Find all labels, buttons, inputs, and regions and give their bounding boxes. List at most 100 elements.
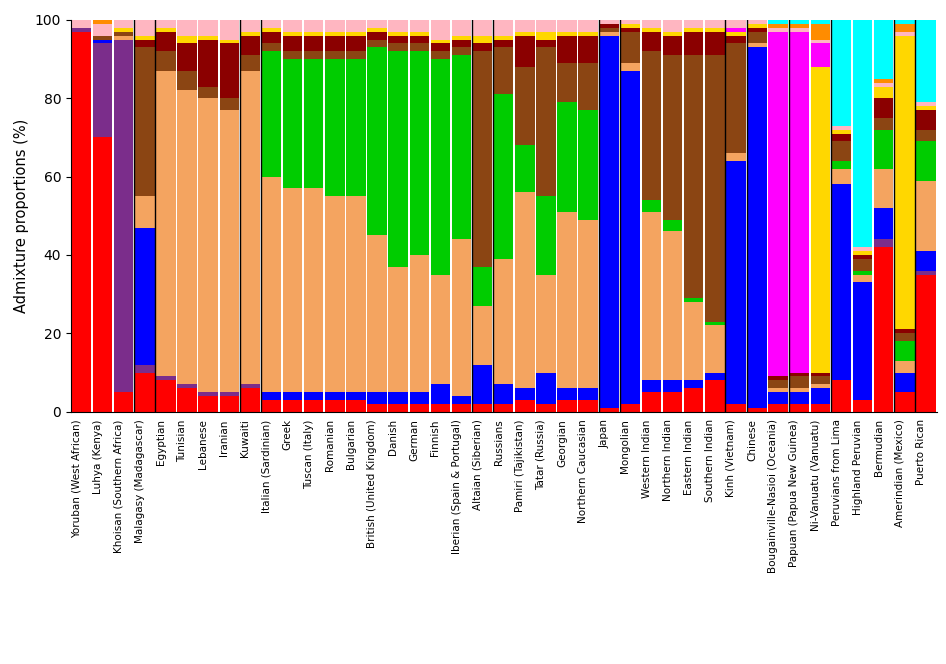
Bar bbox=[494, 36, 514, 40]
Bar bbox=[579, 400, 598, 412]
Bar bbox=[768, 404, 788, 412]
Bar bbox=[325, 36, 344, 51]
Bar bbox=[853, 259, 872, 271]
Bar bbox=[367, 32, 387, 40]
Bar bbox=[705, 380, 725, 412]
Bar bbox=[600, 24, 619, 28]
Bar bbox=[895, 32, 915, 36]
Bar bbox=[557, 20, 577, 32]
Bar bbox=[811, 43, 831, 67]
Bar bbox=[240, 71, 260, 384]
Bar bbox=[727, 43, 745, 153]
Bar bbox=[917, 129, 936, 141]
Bar bbox=[93, 43, 113, 137]
Bar bbox=[135, 47, 154, 197]
Bar bbox=[705, 55, 725, 321]
Bar bbox=[410, 51, 429, 255]
Bar bbox=[219, 98, 239, 110]
Bar bbox=[473, 306, 492, 365]
Bar bbox=[135, 365, 154, 373]
Bar bbox=[72, 20, 91, 28]
Bar bbox=[389, 20, 408, 32]
Bar bbox=[516, 145, 534, 193]
Bar bbox=[641, 32, 661, 51]
Bar bbox=[621, 24, 640, 28]
Bar bbox=[199, 396, 218, 412]
Bar bbox=[790, 20, 809, 24]
Bar bbox=[684, 32, 704, 55]
Bar bbox=[641, 392, 661, 412]
Bar bbox=[516, 67, 534, 145]
Bar bbox=[389, 36, 408, 43]
Bar bbox=[874, 247, 893, 412]
Bar bbox=[430, 384, 450, 404]
Bar bbox=[156, 380, 176, 412]
Bar bbox=[72, 32, 91, 412]
Bar bbox=[705, 32, 725, 55]
Bar bbox=[621, 63, 640, 71]
Bar bbox=[768, 376, 788, 380]
Bar bbox=[557, 32, 577, 36]
Bar bbox=[663, 55, 682, 220]
Bar bbox=[199, 40, 218, 86]
Bar bbox=[874, 118, 893, 129]
Bar bbox=[452, 239, 471, 396]
Bar bbox=[727, 36, 745, 43]
Bar bbox=[389, 404, 408, 412]
Bar bbox=[283, 36, 303, 51]
Bar bbox=[325, 32, 344, 36]
Bar bbox=[557, 212, 577, 388]
Bar bbox=[811, 404, 831, 412]
Bar bbox=[811, 24, 831, 40]
Bar bbox=[494, 404, 514, 412]
Bar bbox=[283, 59, 303, 189]
Bar bbox=[389, 392, 408, 404]
Bar bbox=[283, 392, 303, 400]
Bar bbox=[727, 28, 745, 32]
Bar bbox=[430, 404, 450, 412]
Bar bbox=[684, 380, 704, 388]
Bar bbox=[262, 28, 281, 32]
Bar bbox=[895, 341, 915, 361]
Bar bbox=[430, 43, 450, 51]
Bar bbox=[853, 400, 872, 412]
Bar bbox=[410, 392, 429, 404]
Bar bbox=[262, 43, 281, 51]
Bar bbox=[304, 20, 324, 32]
Bar bbox=[874, 79, 893, 82]
Bar bbox=[663, 220, 682, 232]
Bar bbox=[853, 20, 872, 247]
Bar bbox=[494, 94, 514, 259]
Bar bbox=[304, 32, 324, 36]
Bar bbox=[177, 20, 197, 36]
Bar bbox=[768, 24, 788, 28]
Bar bbox=[853, 247, 872, 251]
Bar bbox=[516, 388, 534, 400]
Bar bbox=[199, 98, 218, 392]
Bar bbox=[494, 40, 514, 47]
Bar bbox=[156, 376, 176, 380]
Bar bbox=[832, 141, 851, 161]
Bar bbox=[177, 43, 197, 71]
Bar bbox=[536, 32, 555, 40]
Bar bbox=[579, 110, 598, 220]
Bar bbox=[727, 153, 745, 161]
Bar bbox=[494, 259, 514, 384]
Bar bbox=[621, 32, 640, 63]
Bar bbox=[389, 32, 408, 36]
Bar bbox=[895, 329, 915, 333]
Bar bbox=[262, 51, 281, 177]
Bar bbox=[473, 267, 492, 306]
Bar bbox=[410, 404, 429, 412]
Bar bbox=[536, 20, 555, 32]
Bar bbox=[367, 28, 387, 32]
Bar bbox=[641, 212, 661, 380]
Bar bbox=[727, 20, 745, 28]
Bar bbox=[262, 177, 281, 392]
Bar bbox=[641, 28, 661, 32]
Bar bbox=[367, 404, 387, 412]
Bar bbox=[516, 193, 534, 388]
Bar bbox=[199, 392, 218, 396]
Bar bbox=[557, 388, 577, 400]
Bar bbox=[410, 32, 429, 36]
